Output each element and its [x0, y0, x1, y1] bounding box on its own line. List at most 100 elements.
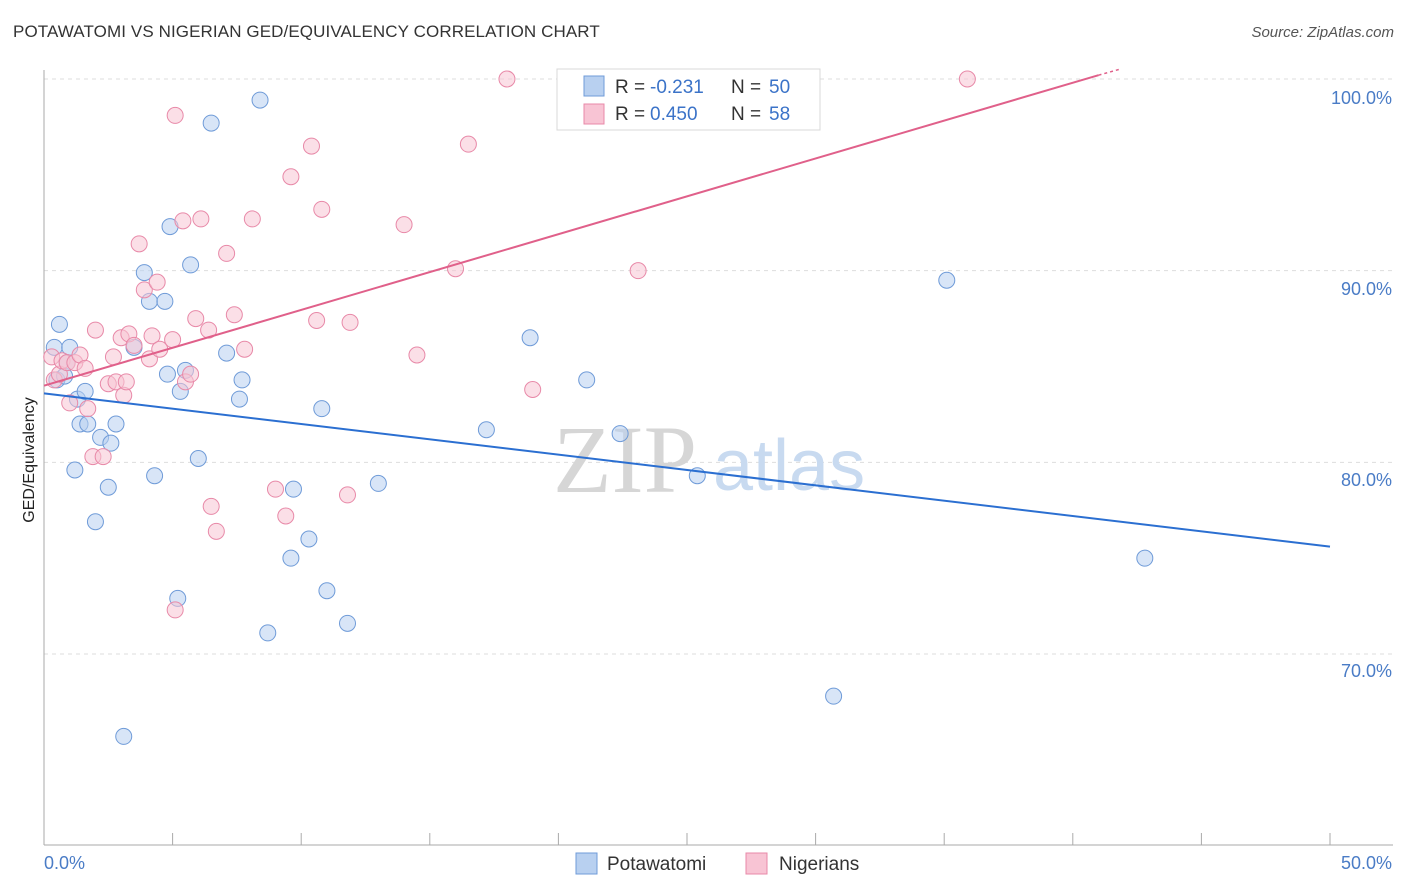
point-nigerians-46 — [338, 486, 356, 504]
point-potawatomi-37 — [300, 530, 318, 548]
point-nigerians-55 — [958, 70, 976, 88]
point-nigerians-53 — [524, 381, 542, 398]
point-potawatomi-44 — [578, 371, 596, 389]
point-nigerians-11 — [86, 321, 104, 339]
point-nigerians-20 — [130, 235, 148, 253]
trend-line-potawatomi — [43, 392, 1331, 548]
legend-n-value-2: 58 — [769, 104, 790, 125]
y-tick-label-90: 90.0% — [1341, 279, 1392, 299]
point-potawatomi-6 — [66, 461, 84, 479]
point-potawatomi-49 — [1136, 549, 1154, 567]
legend-r-label-1: R = — [615, 77, 645, 98]
point-potawatomi-28 — [189, 450, 207, 467]
point-nigerians-42 — [282, 168, 300, 186]
watermark-zip: ZIP — [553, 406, 697, 513]
point-potawatomi-48 — [938, 271, 956, 289]
trend-line-nigerians — [43, 74, 1099, 387]
point-potawatomi-34 — [259, 624, 277, 642]
source-label: Source: ZipAtlas.com — [1251, 24, 1394, 41]
x-tick-label-max: 50.0% — [1341, 853, 1392, 873]
bottom-legend-nigerians: Nigerians — [779, 854, 859, 875]
point-nigerians-9 — [79, 400, 97, 418]
y-tick-label-70: 70.0% — [1341, 661, 1392, 681]
point-potawatomi-42 — [477, 421, 495, 439]
point-nigerians-12 — [94, 448, 112, 466]
point-potawatomi-39 — [318, 582, 336, 600]
point-nigerians-38 — [236, 340, 254, 358]
point-nigerians-19 — [125, 336, 143, 354]
point-potawatomi-31 — [233, 371, 251, 389]
chart-title: POTAWATOMI VS NIGERIAN GED/EQUIVALENCY C… — [13, 22, 600, 41]
point-nigerians-30 — [182, 365, 200, 383]
point-potawatomi-33 — [251, 91, 269, 109]
bottom-legend-potawatomi: Potawatomi — [607, 854, 706, 875]
point-nigerians-14 — [104, 348, 122, 366]
point-potawatomi-40 — [338, 614, 356, 632]
point-nigerians-35 — [207, 522, 225, 540]
point-nigerians-44 — [308, 312, 326, 329]
watermark-atlas: atlas — [713, 426, 865, 506]
point-potawatomi-35 — [282, 549, 300, 567]
point-potawatomi-16 — [135, 264, 153, 282]
point-potawatomi-32 — [230, 390, 248, 408]
point-potawatomi-14 — [102, 434, 120, 452]
trend-line-nigerians-extension — [1098, 68, 1120, 76]
point-potawatomi-10 — [79, 415, 97, 433]
y-axis-label: GED/Equivalency — [21, 397, 38, 522]
point-potawatomi-41 — [369, 474, 387, 492]
point-nigerians-49 — [408, 346, 426, 364]
point-potawatomi-27 — [182, 256, 200, 274]
point-nigerians-54 — [629, 262, 647, 280]
point-potawatomi-43 — [521, 329, 539, 347]
point-nigerians-28 — [174, 212, 192, 230]
point-nigerians-32 — [192, 210, 210, 228]
point-nigerians-21 — [135, 281, 153, 299]
legend-r-value-2: 0.450 — [650, 104, 698, 125]
point-nigerians-57 — [117, 373, 135, 391]
series-legend: Potawatomi Nigerians — [575, 852, 859, 875]
point-potawatomi-15 — [107, 415, 125, 433]
stats-legend: R = -0.231 N = 50 R = 0.450 N = 58 — [556, 68, 821, 131]
trend-lines — [43, 68, 1331, 548]
x-axis-ticks — [43, 833, 1331, 845]
point-nigerians-31 — [187, 310, 205, 328]
y-tick-label-80: 80.0% — [1341, 470, 1392, 490]
legend-r-label-2: R = — [615, 104, 645, 125]
data-points — [43, 70, 1154, 745]
legend-swatch-nigerians — [583, 103, 605, 125]
point-potawatomi-30 — [218, 344, 236, 362]
point-nigerians-41 — [277, 507, 295, 525]
point-nigerians-36 — [218, 244, 236, 262]
point-potawatomi-21 — [156, 292, 174, 310]
point-nigerians-40 — [266, 480, 284, 498]
point-nigerians-5 — [61, 394, 79, 412]
legend-swatch-potawatomi — [583, 75, 605, 97]
bottom-legend-swatch-nigerians — [745, 852, 768, 875]
point-nigerians-47 — [341, 313, 359, 331]
point-nigerians-48 — [395, 216, 413, 234]
bottom-legend-swatch-potawatomi — [575, 852, 598, 875]
point-nigerians-27 — [166, 106, 184, 124]
point-nigerians-34 — [202, 497, 220, 515]
point-nigerians-56 — [166, 601, 184, 619]
point-potawatomi-36 — [284, 480, 302, 498]
point-potawatomi-13 — [99, 478, 117, 496]
point-potawatomi-20 — [146, 467, 164, 485]
point-potawatomi-47 — [825, 687, 843, 705]
y-tick-label-100: 100.0% — [1331, 88, 1392, 108]
legend-n-label-1: N = — [731, 77, 761, 98]
point-nigerians-24 — [148, 273, 166, 291]
point-nigerians-52 — [498, 70, 516, 88]
point-nigerians-37 — [225, 306, 243, 324]
point-potawatomi-9 — [76, 382, 94, 400]
legend-n-value-1: 50 — [769, 77, 790, 98]
point-nigerians-51 — [459, 135, 477, 153]
point-potawatomi-38 — [313, 400, 331, 418]
point-nigerians-43 — [302, 137, 320, 155]
legend-n-label-2: N = — [731, 104, 761, 125]
legend-r-value-1: -0.231 — [650, 77, 704, 98]
point-potawatomi-22 — [158, 365, 176, 383]
point-nigerians-45 — [313, 200, 331, 218]
point-potawatomi-29 — [202, 114, 220, 132]
